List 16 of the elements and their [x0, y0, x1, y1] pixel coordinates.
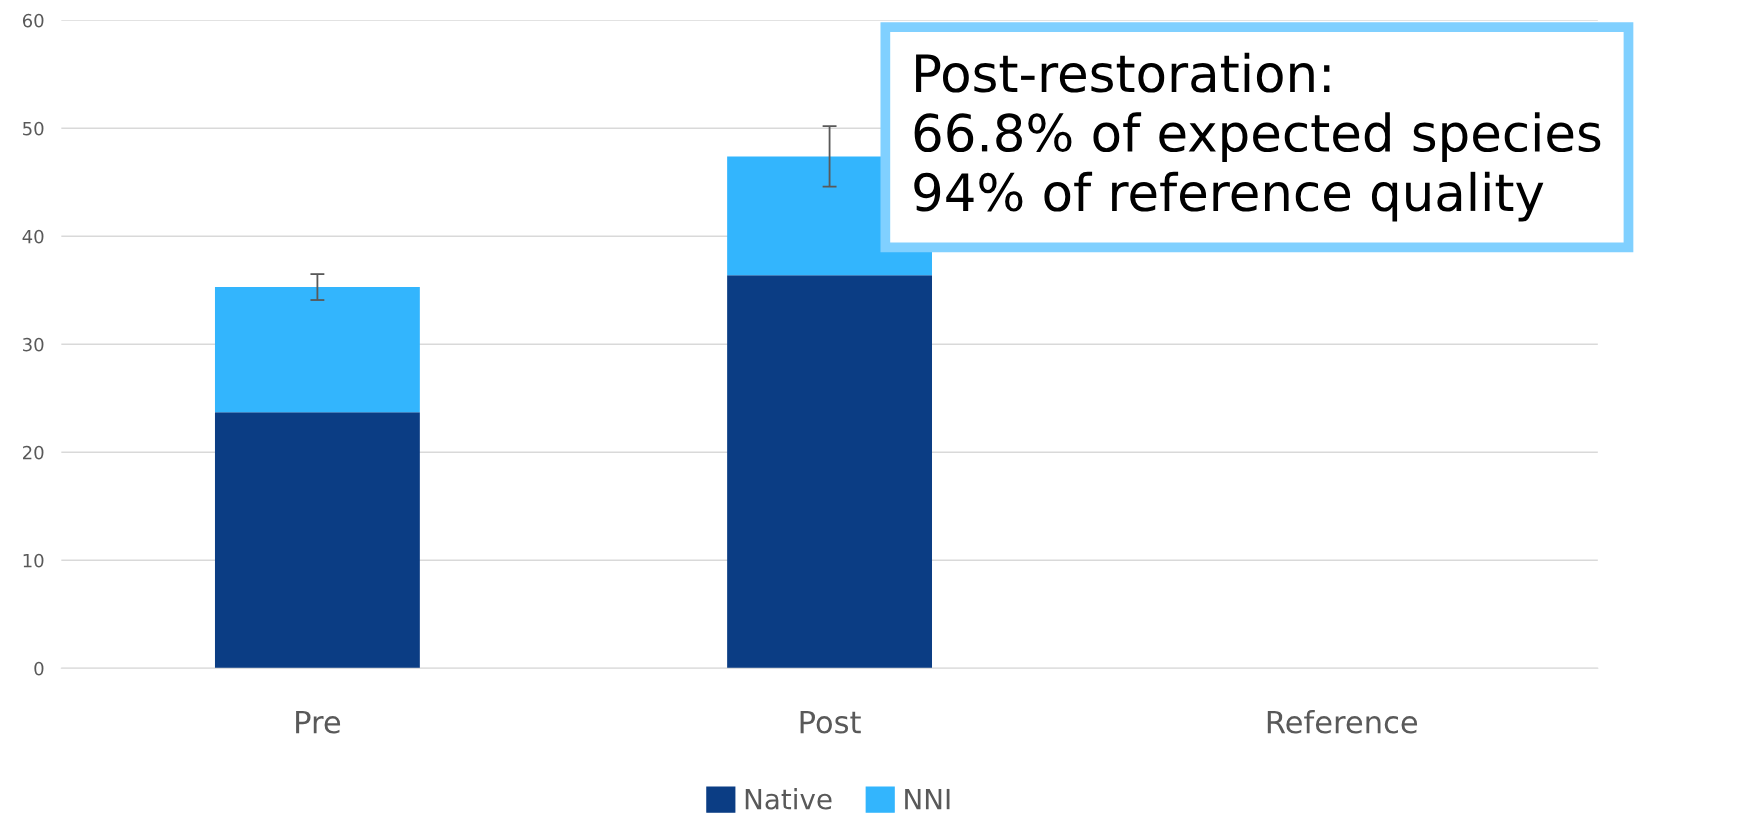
legend-label: Native [745, 788, 832, 810]
y-tick-label: 0 [34, 661, 44, 676]
x-tick-label: Post [800, 710, 861, 734]
x-tick-label: Pre [296, 710, 341, 734]
bar [214, 412, 420, 669]
y-tick-label: 30 [23, 337, 44, 352]
y-tick-label: 40 [22, 229, 44, 244]
y-tick-label: 20 [23, 445, 44, 460]
x-tick-label: Reference [1267, 709, 1418, 734]
y-tick-label: 10 [23, 553, 44, 568]
y-tick-label: 60 [22, 13, 44, 28]
legend-label: NNI [905, 788, 950, 810]
bar [727, 275, 933, 669]
annotation: Post-restoration: 66.8% of expected species 94% of reference quality [914, 52, 1601, 222]
bar [214, 287, 420, 413]
y-tick-label: 50 [23, 121, 44, 136]
